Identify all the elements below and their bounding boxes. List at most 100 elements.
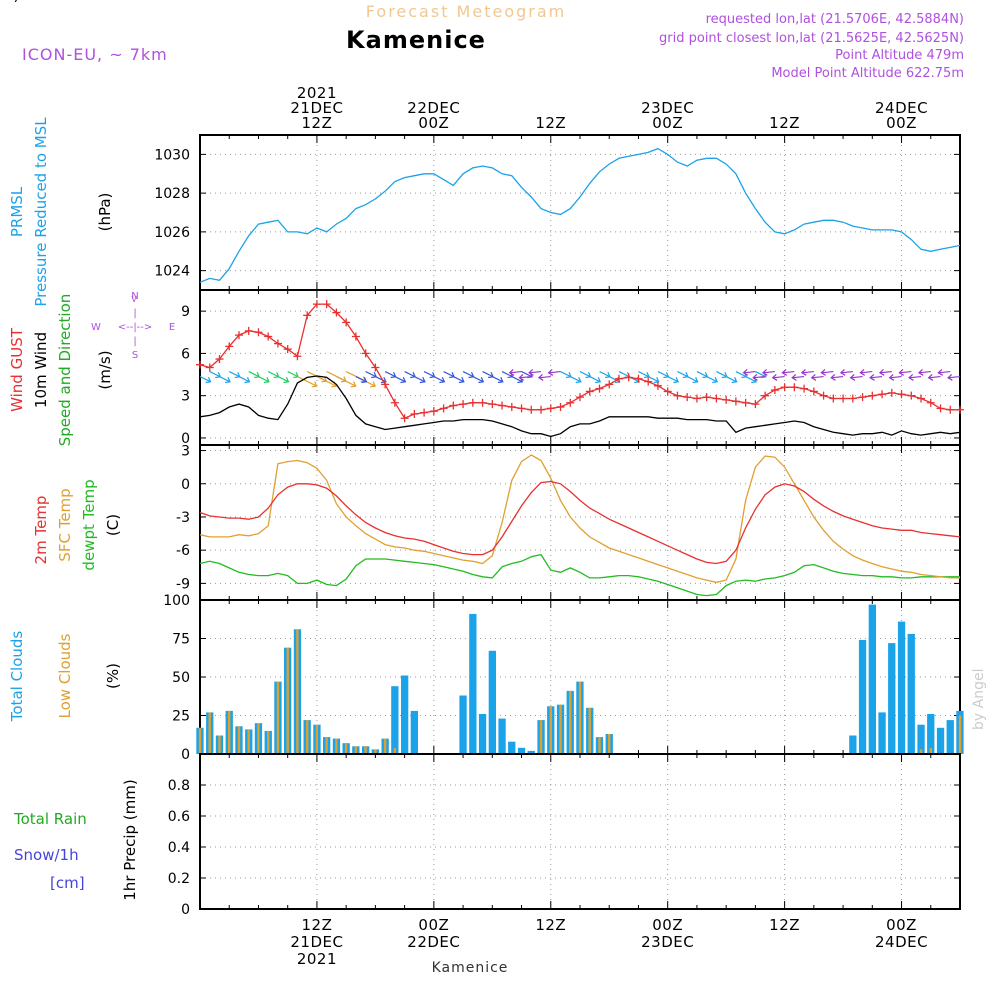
pressure-line (199, 147, 961, 283)
bottom-time-label: 00Z (418, 916, 449, 934)
low-cloud-bar (929, 747, 932, 754)
gust-marker (907, 391, 916, 400)
wind-direction-arrow (677, 371, 689, 378)
total-cloud-bar (478, 714, 487, 754)
gust-marker (478, 398, 487, 407)
y-tick-label: 3 (181, 444, 190, 460)
low-cloud-bar (588, 707, 591, 754)
gust-marker (614, 374, 623, 383)
wind-direction-arrowhead (508, 368, 515, 376)
wind-direction-arrow (647, 376, 659, 383)
wind-direction-arrow (938, 370, 951, 374)
wind-direction-arrow (589, 376, 601, 383)
compass-north: N (131, 291, 138, 302)
gust-marker (566, 398, 575, 407)
y-tick-label: -3 (176, 510, 190, 526)
wind-direction-arrow (831, 375, 844, 379)
wind-direction-arrow (801, 370, 814, 374)
gust-marker (653, 381, 662, 390)
wind-direction-arrow (297, 376, 317, 387)
wind-direction-arrow (716, 371, 728, 378)
y-tick-label: 1030 (154, 147, 190, 163)
total-cloud-bar (927, 714, 935, 754)
wind-direction-arrowhead (419, 376, 426, 384)
wind-direction-arrowhead (380, 376, 387, 384)
pressure-label: PRMSL (8, 186, 26, 237)
gust-marker (205, 363, 214, 372)
y-tick-label: 0 (181, 431, 190, 447)
model-altitude: Model Point Altitude 622.75m (771, 66, 964, 81)
wind-direction-arrow (462, 371, 474, 378)
bottom-time-label: 12Z (535, 916, 566, 934)
bottom-time-label: 12Z (769, 916, 800, 934)
total-cloud-bar (917, 724, 925, 754)
gust-marker (546, 404, 555, 413)
low-cloud-bar (198, 727, 202, 754)
wind-direction-arrowhead (244, 376, 251, 384)
panel-label: PRMSL (0, 0, 26, 4)
bottom-time-label: 23DEC (641, 933, 694, 951)
wind-direction-arrowhead (908, 373, 914, 381)
wind-direction-arrow (209, 371, 221, 378)
wind-direction-arrowhead (771, 373, 778, 381)
wind-direction-arrow (850, 375, 863, 379)
wind-direction-arrowhead (225, 376, 231, 384)
wind-compass: N > | W <--|--> E | S (91, 291, 175, 361)
wind-direction-arrow (772, 375, 785, 379)
gust-marker (576, 393, 584, 402)
gust-marker (800, 384, 809, 393)
top-time-label: 23DEC (641, 99, 694, 117)
wind-direction-arrow (199, 376, 211, 383)
wind-direction-arrowhead (263, 376, 270, 384)
wind-direction-arrow (899, 370, 912, 374)
gust-marker (751, 400, 760, 409)
gust-marker (790, 383, 799, 392)
precip-ylabel: 1hr Precip (mm) (121, 779, 139, 900)
wind-direction-arrow (482, 371, 494, 378)
total-cloud-bar (527, 750, 535, 754)
total-cloud-bar (868, 604, 876, 754)
top-time-label: 00Z (418, 114, 449, 132)
wind-direction-arrow (928, 375, 941, 379)
gust-marker (644, 377, 653, 386)
wind-direction-arrow (560, 371, 572, 378)
wind-direction-arrow (219, 376, 231, 383)
low-cloud-bar (354, 746, 358, 754)
gust-marker (770, 386, 779, 395)
low-cloud-bar (393, 747, 397, 754)
wind-direction-arrow (472, 376, 484, 383)
wind-direction-arrow (287, 371, 299, 378)
wind-direction-arrowhead (752, 373, 758, 381)
wind-direction-arrowhead (478, 376, 485, 384)
wind-direction-arrow (519, 375, 532, 379)
gust-marker (819, 391, 828, 400)
wind-direction-arrow (569, 376, 582, 383)
wind-direction-arrowhead (653, 376, 660, 384)
wind-direction-arrow (548, 370, 561, 374)
requested-coords: requested lon,lat (21.5706E, 42.5884N) (706, 12, 964, 27)
pressure-panel: 1024 1026 1028 1030 (154, 134, 961, 291)
gust-marker (273, 339, 282, 348)
gust-marker (956, 405, 964, 414)
y-tick-label: 3 (181, 389, 190, 405)
wind-direction-arrow (753, 375, 766, 379)
total-cloud-bar (946, 720, 954, 754)
wind-direction-arrow (889, 375, 902, 379)
bottom-time-label: 21DEC (290, 933, 343, 951)
low-cloud-bar (539, 720, 543, 754)
pressure-label: Pressure Reduced to MSL (32, 117, 50, 307)
bottom-time-label: 00Z (652, 916, 683, 934)
model-label: ICON-EU, ~ 7km (22, 45, 168, 64)
low-cloud-bar (958, 715, 962, 754)
temp-label: SFC Temp (56, 488, 74, 561)
wind-direction-arrowhead (528, 368, 534, 376)
wind-direction-arrowhead (810, 373, 817, 381)
wind-direction-arrowhead (537, 373, 544, 381)
y-tick-label: 0 (181, 902, 190, 918)
temp-label: dewpt Temp (80, 479, 98, 570)
low-cloud-bar (325, 737, 328, 754)
wind-direction-arrow (414, 376, 426, 383)
y-tick-label: 6 (181, 346, 190, 362)
